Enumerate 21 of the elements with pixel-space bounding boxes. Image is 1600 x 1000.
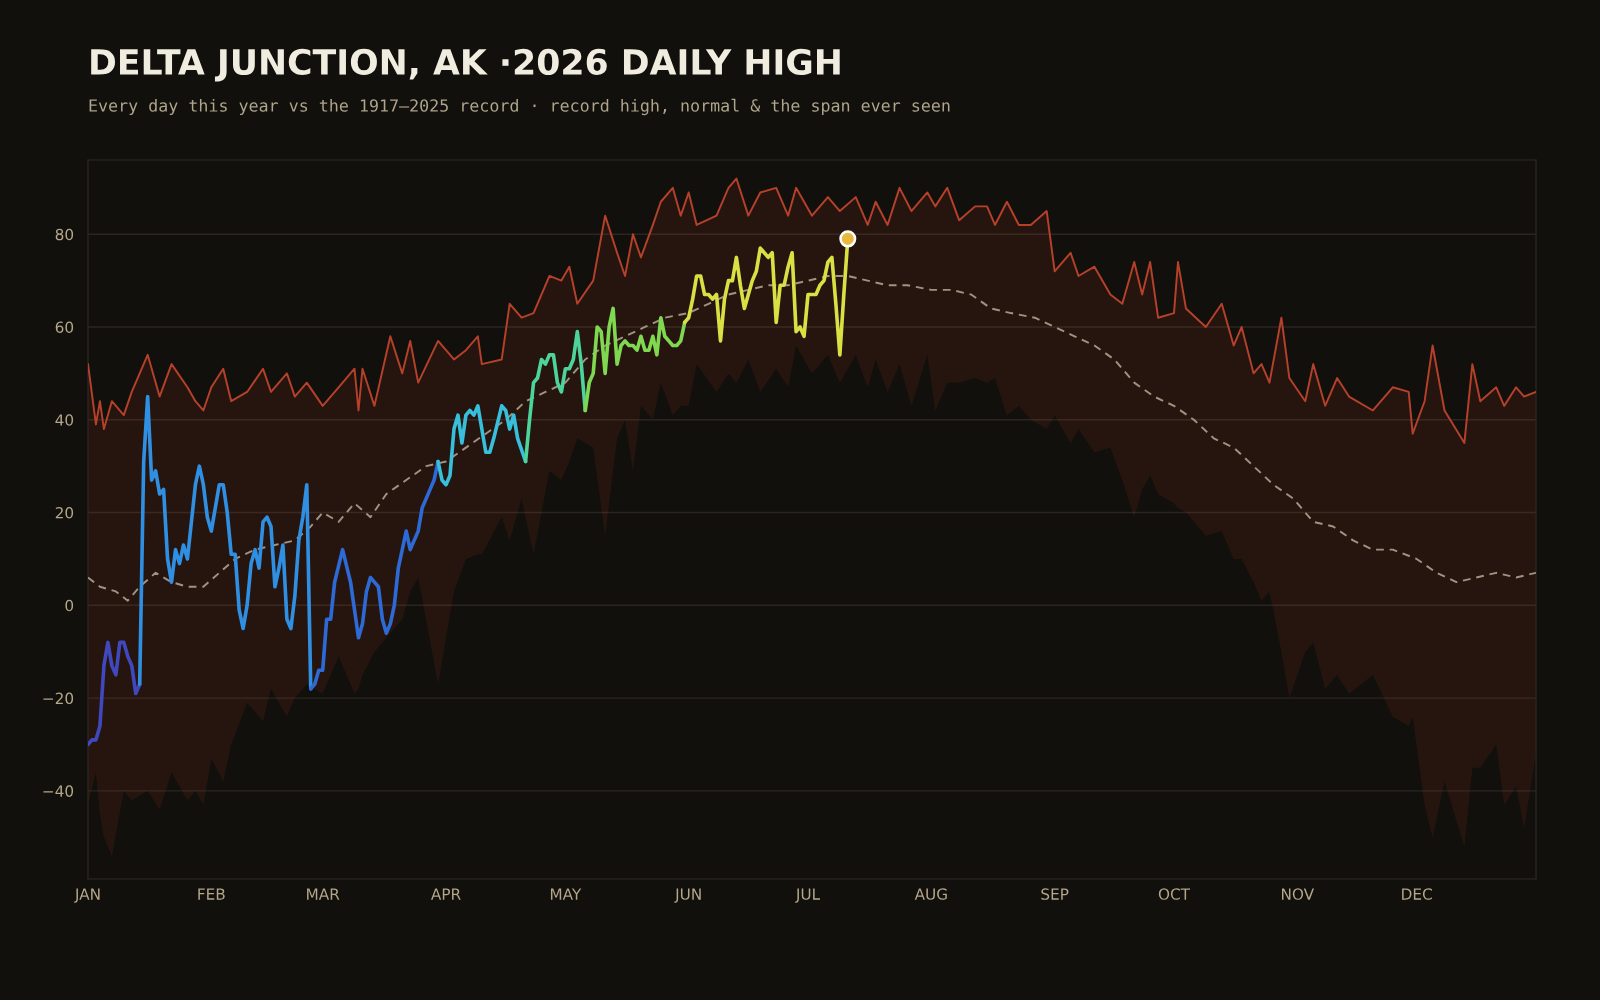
x-tick-label: APR (431, 888, 461, 900)
y-tick-label: 40 (55, 414, 74, 426)
chart-title: DELTA JUNCTION, AK ·2026 DAILY HIGH (91, 48, 840, 82)
y-tick-label: 60 (55, 321, 74, 334)
x-tick-label: JUN (674, 888, 701, 903)
y-tick-label: 80 (55, 228, 74, 241)
y-tick-label: −40 (43, 785, 74, 797)
y-tick-label: −20 (43, 692, 74, 705)
chart-subtitle: Every day this year vs the 1917–2025 record · record high, normal & the span ever seen (89, 98, 950, 116)
x-tick-label: FEB (198, 888, 225, 900)
x-tick-label: AUG (914, 888, 947, 900)
x-tick-label: JUL (795, 888, 821, 903)
x-tick-label: DEC (1402, 888, 1432, 900)
x-tick-label: OCT (1158, 888, 1191, 900)
x-tick-label: MAY (550, 888, 582, 900)
x-tick-label: JAN (74, 888, 100, 903)
x-tick-label: SEP (1041, 888, 1069, 900)
x-tick-label: NOV (1282, 888, 1315, 900)
x-tick-label: MAR (307, 888, 340, 900)
y-tick-label: 20 (55, 507, 74, 519)
y-tick-label: 0 (65, 599, 74, 612)
